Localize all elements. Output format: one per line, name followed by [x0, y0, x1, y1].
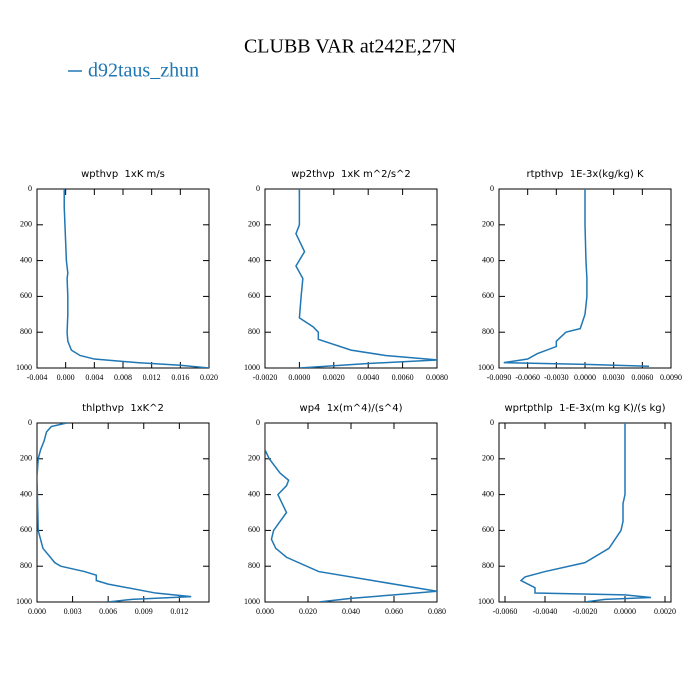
profile-line: [503, 189, 650, 367]
y-tick-label: 600: [482, 291, 494, 300]
plot-frame: [264, 422, 438, 603]
x-tick-label: 0.0060: [392, 373, 414, 382]
plot-frame: [264, 188, 438, 369]
x-tick-label: 0.0030: [603, 373, 625, 382]
x-tick-label: 0.000: [57, 373, 75, 382]
x-tick-label: 0.012: [143, 373, 161, 382]
x-tick-label: -0.0020: [253, 373, 278, 382]
y-tick-label: 200: [248, 220, 260, 229]
profile-line: [37, 423, 192, 602]
y-tick-label: 0: [490, 184, 494, 193]
x-tick-label: 0.0020: [323, 373, 345, 382]
y-tick-label: 200: [482, 220, 494, 229]
x-tick-label: 0.0080: [426, 373, 448, 382]
x-tick-label: -0.004: [27, 373, 48, 382]
profile-line: [519, 423, 652, 602]
x-tick-label: 0.000: [28, 607, 46, 616]
panel-title: wprtpthlp 1-E-3x(m kg K)/(s kg): [504, 403, 665, 414]
x-tick-label: 0.0000: [288, 373, 310, 382]
x-tick-label: 0.0000: [614, 607, 636, 616]
y-tick-label: 1000: [16, 597, 32, 606]
y-tick-label: 200: [248, 454, 260, 463]
y-tick-label: 800: [20, 327, 32, 336]
x-tick-label: -0.0060: [515, 373, 540, 382]
y-tick-label: 600: [248, 525, 260, 534]
y-tick-label: 800: [248, 327, 260, 336]
panel-title: wp2thvp 1xK m^2/s^2: [291, 169, 411, 180]
y-tick-label: 1000: [478, 597, 494, 606]
x-tick-label: 0.040: [342, 607, 360, 616]
y-tick-label: 800: [482, 327, 494, 336]
x-tick-label: 0.004: [85, 373, 103, 382]
y-tick-label: 200: [482, 454, 494, 463]
y-tick-label: 0: [28, 418, 32, 427]
profile-line: [265, 423, 437, 602]
x-tick-label: 0.016: [171, 373, 189, 382]
panel-title: wpthvp 1xK m/s: [81, 169, 165, 180]
x-tick-label: 0.000: [256, 607, 274, 616]
y-tick-label: 200: [20, 454, 32, 463]
y-tick-label: 1000: [244, 597, 260, 606]
y-tick-label: 400: [482, 489, 494, 498]
y-tick-label: 800: [482, 561, 494, 570]
panel-title: thlpthvp 1xK^2: [82, 403, 164, 414]
x-tick-label: 0.020: [299, 607, 317, 616]
y-tick-label: 600: [248, 291, 260, 300]
x-tick-label: 0.080: [428, 607, 446, 616]
x-tick-label: -0.0060: [493, 607, 518, 616]
y-tick-label: 600: [20, 525, 32, 534]
x-tick-label: -0.0030: [544, 373, 569, 382]
profile-line: [295, 189, 437, 368]
y-tick-label: 400: [20, 489, 32, 498]
x-tick-label: 0.0000: [574, 373, 596, 382]
x-tick-label: -0.0090: [487, 373, 512, 382]
profile-line: [63, 189, 209, 368]
y-tick-label: 400: [248, 489, 260, 498]
x-tick-label: 0.020: [200, 373, 218, 382]
x-tick-label: 0.060: [385, 607, 403, 616]
y-tick-label: 0: [256, 184, 260, 193]
figure-title: CLUBB VAR at242E,27N: [244, 36, 456, 58]
plot-frame: [36, 422, 210, 603]
x-tick-label: 0.0040: [357, 373, 379, 382]
plot-frame: [36, 188, 210, 369]
y-tick-label: 400: [248, 255, 260, 264]
y-tick-label: 600: [482, 525, 494, 534]
y-tick-label: 200: [20, 220, 32, 229]
y-tick-label: 400: [482, 255, 494, 264]
x-tick-label: 0.003: [64, 607, 82, 616]
x-tick-label: -0.0020: [573, 607, 598, 616]
x-tick-label: 0.0060: [631, 373, 653, 382]
y-tick-label: 400: [20, 255, 32, 264]
x-tick-label: 0.006: [99, 607, 117, 616]
y-tick-label: 800: [248, 561, 260, 570]
legend-label: d92taus_zhun: [88, 60, 199, 82]
x-tick-label: 0.012: [170, 607, 188, 616]
y-tick-label: 1000: [16, 363, 32, 372]
x-tick-label: -0.0040: [533, 607, 558, 616]
x-tick-label: 0.009: [135, 607, 153, 616]
x-tick-label: 0.0020: [654, 607, 676, 616]
y-tick-label: 800: [20, 561, 32, 570]
y-tick-label: 1000: [478, 363, 494, 372]
y-tick-label: 600: [20, 291, 32, 300]
x-tick-label: 0.008: [114, 373, 132, 382]
y-tick-label: 0: [490, 418, 494, 427]
y-tick-label: 1000: [244, 363, 260, 372]
x-tick-label: 0.0090: [660, 373, 682, 382]
panel-title: wp4 1x(m^4)/(s^4): [300, 403, 403, 414]
y-tick-label: 0: [28, 184, 32, 193]
panel-title: rtpthvp 1E-3x(kg/kg) K: [526, 169, 643, 180]
y-tick-label: 0: [256, 418, 260, 427]
plot-frame: [498, 422, 672, 603]
